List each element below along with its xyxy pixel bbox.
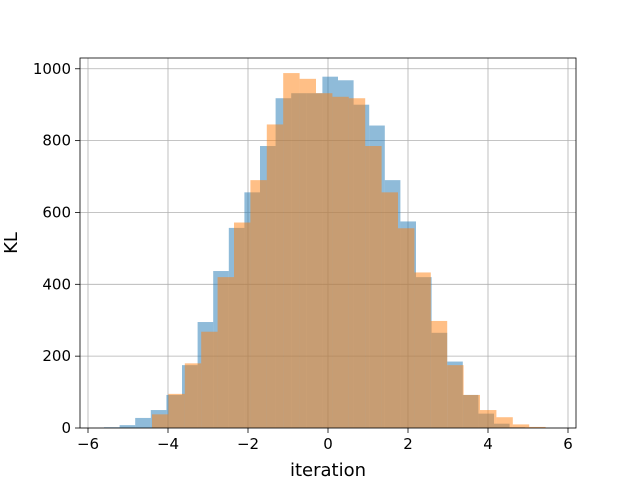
y-tick-label: 1000 (33, 60, 71, 78)
histogram-bar-series-2 (430, 320, 448, 428)
y-tick-label: 800 (42, 132, 71, 150)
histogram-bar-series-2 (365, 146, 382, 428)
x-tick-label: −4 (157, 435, 179, 453)
histogram-bar-series-2 (168, 393, 185, 428)
histogram-bar-series-2 (332, 96, 349, 429)
x-axis-label: iteration (290, 460, 366, 480)
histogram-bar-series-2 (512, 424, 530, 428)
histogram-bar-series-2 (283, 73, 300, 429)
x-tick-label: 0 (323, 435, 333, 453)
x-tick-label: 4 (483, 435, 493, 453)
bars (104, 73, 546, 429)
histogram-bar-series-2 (217, 277, 234, 428)
histogram-bar-series-2 (480, 410, 497, 428)
histogram-bar-series-1 (135, 417, 151, 428)
histogram-bar-series-1 (119, 425, 136, 428)
y-tick-label: 200 (42, 347, 71, 365)
histogram-bar-series-2 (234, 222, 251, 428)
y-tick-label: 0 (61, 419, 71, 437)
y-axis-label: KL (1, 232, 22, 254)
histogram-bar-series-2 (447, 365, 464, 428)
x-tick-label: 2 (403, 435, 413, 453)
histogram-bar-series-2 (463, 394, 480, 428)
x-tick-label: 6 (563, 435, 573, 453)
y-tick-label: 600 (42, 203, 71, 221)
histogram-bar-series-2 (316, 93, 333, 428)
histogram-bar-series-2 (201, 331, 218, 428)
histogram-bar-series-2 (152, 414, 169, 428)
y-tick-label: 400 (42, 275, 71, 293)
histogram-bar-series-2 (398, 228, 415, 428)
axis-ticks: −6 −4 −2 0 2 4 6 0 200 400 600 800 1000 (33, 60, 573, 453)
histogram-bar-series-2 (299, 78, 316, 428)
histogram-bar-series-2 (529, 426, 546, 428)
histogram-bar-series-2 (496, 417, 513, 428)
histogram-bar-series-2 (250, 180, 267, 428)
x-tick-label: −2 (237, 435, 259, 453)
histogram-bar-series-2 (348, 98, 366, 429)
histogram-bar-series-2 (414, 272, 431, 428)
histogram-bar-series-2 (381, 192, 398, 428)
histogram-bar-series-2 (266, 124, 284, 429)
histogram-bar-series-2 (184, 363, 202, 428)
x-tick-label: −6 (77, 435, 99, 453)
